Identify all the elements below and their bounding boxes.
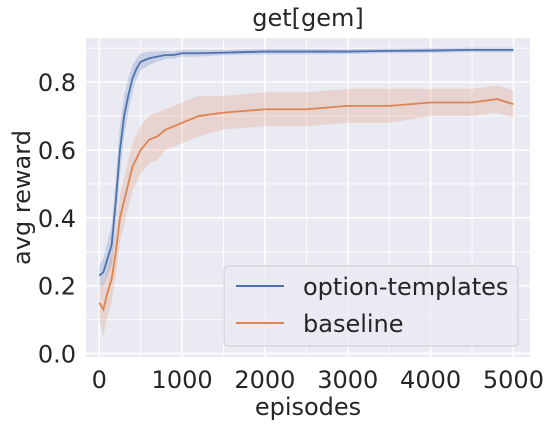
x-tick-labels: 0 1000 2000 3000 4000 5000 [92, 366, 544, 394]
x-tick-label: 3000 [317, 366, 378, 394]
y-tick-label: 0.6 [38, 137, 76, 165]
legend: option-templates baseline [223, 265, 519, 347]
y-axis-title: avg reward [8, 130, 36, 265]
chart-title: get[gem] [252, 4, 364, 32]
x-axis-title: episodes [255, 393, 361, 421]
series-lines [98, 48, 514, 312]
x-tick-label: 0 [92, 366, 107, 394]
y-tick-label: 0.0 [38, 341, 76, 369]
confidence-band-baseline [99, 85, 514, 337]
y-tick-label: 0.4 [38, 205, 76, 233]
legend-label-baseline: baseline [303, 310, 404, 338]
legend-label-option-templates: option-templates [303, 273, 508, 301]
x-tick-label: 5000 [483, 366, 544, 394]
x-tick-label: 2000 [234, 366, 295, 394]
x-tick-label: 4000 [400, 366, 461, 394]
y-tick-labels: 0.0 0.2 0.4 0.6 0.8 [38, 69, 76, 368]
series-line-option-templates [98, 48, 514, 277]
confidence-bands [99, 47, 514, 337]
legend-box [223, 265, 519, 347]
y-tick-label: 0.8 [38, 69, 76, 97]
x-tick-label: 1000 [152, 366, 213, 394]
y-tick-label: 0.2 [38, 273, 76, 301]
series-line-baseline [98, 98, 514, 312]
